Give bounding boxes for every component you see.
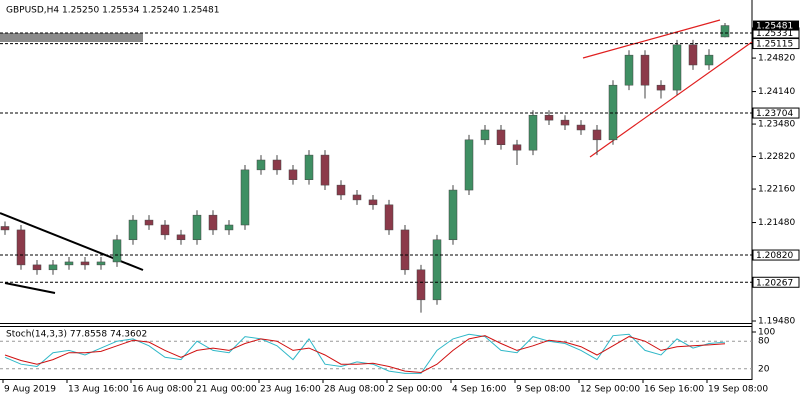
candle-body [448, 189, 458, 241]
trend-line [582, 19, 721, 59]
candle-body [32, 264, 42, 271]
candle-body [592, 129, 602, 141]
candle-body [160, 224, 170, 236]
candle-body [48, 264, 58, 271]
x-tick-label: 13 Aug 16:00 [68, 385, 129, 395]
current-price-box [753, 20, 799, 31]
candle-body [400, 229, 410, 271]
candle-body [96, 261, 106, 266]
current-price-label: 1.25481 [756, 22, 793, 32]
candle-body [16, 229, 26, 266]
candle-body [512, 144, 522, 151]
candle-body [656, 84, 666, 91]
price-line-label: 1.25331 [756, 29, 793, 39]
trend-line [4, 282, 56, 294]
object-box [0, 33, 143, 42]
y-tick-label: 1.22820 [758, 152, 795, 162]
price-line-label: 1.20820 [756, 251, 793, 261]
candle-body [576, 124, 586, 131]
x-tick-label: 9 Sep 08:00 [516, 385, 571, 395]
indicator-title: Stoch(14,3,3) 77.8558 74.3602 [6, 330, 147, 340]
y-tick-label: 1.24140 [758, 87, 795, 97]
price-label-box [752, 38, 800, 50]
candle-body [320, 154, 330, 186]
price-label-box [752, 276, 800, 288]
candle-body [496, 129, 506, 146]
indicator-tick-label: 20 [758, 364, 770, 374]
candle-body [176, 234, 186, 241]
candle-body [560, 119, 570, 126]
x-tick-label: 2 Sep 00:00 [388, 385, 443, 395]
x-tick-label: 28 Aug 08:00 [324, 385, 385, 395]
candle-body [704, 54, 714, 66]
candle-body [240, 169, 250, 226]
candle-body [192, 214, 202, 241]
candle-body [432, 239, 442, 301]
y-tick-label: 1.21480 [758, 218, 795, 228]
x-tick-label: 12 Sep 00:00 [580, 385, 640, 395]
candle-body [416, 269, 426, 301]
price-label-box [752, 249, 800, 261]
candle-body [64, 261, 74, 266]
candle-body [544, 114, 554, 121]
price-line-label: 1.25115 [756, 40, 793, 50]
candle-body [80, 261, 90, 266]
x-tick-label: 23 Aug 16:00 [260, 385, 321, 395]
candle-body [720, 25, 730, 38]
candle-body [480, 129, 490, 141]
candle-body [336, 184, 346, 196]
candle-body [384, 204, 394, 231]
stoch-line [4, 333, 726, 374]
candle-body [304, 154, 314, 180]
candle-body [224, 224, 234, 231]
y-tick-label: 1.24820 [758, 54, 795, 64]
candle-body [0, 226, 10, 231]
candle-body [112, 239, 122, 263]
indicator-tick-label: 100 [758, 328, 775, 338]
y-tick-label: 1.22160 [758, 185, 795, 195]
candle-body [368, 199, 378, 206]
x-tick-label: 16 Aug 08:00 [132, 385, 193, 395]
price-label-box [752, 107, 800, 119]
candle-body [608, 84, 618, 141]
candle-body [256, 159, 266, 171]
stoch-line [4, 335, 726, 373]
x-tick-label: 21 Aug 00:00 [196, 385, 257, 395]
candle-body [272, 159, 282, 171]
x-tick-label: 19 Sep 08:00 [708, 385, 768, 395]
candle-body [624, 54, 634, 86]
candle-body [352, 194, 362, 201]
candle-body [640, 54, 650, 86]
chart-title: GBPUSD,H4 1.25250 1.25534 1.25240 1.2548… [6, 6, 219, 16]
candle-body [208, 214, 218, 231]
price-line-label: 1.20267 [756, 278, 793, 288]
y-tick-label: 1.19480 [758, 317, 795, 327]
candle-body [144, 219, 154, 226]
y-tick-label: 1.23480 [758, 120, 795, 130]
candle-body [128, 219, 138, 241]
candle-body [672, 44, 682, 91]
indicator-tick-label: 80 [758, 337, 770, 347]
candle-body [528, 114, 538, 151]
x-tick-label: 9 Aug 2019 [4, 385, 56, 395]
candle-body [464, 139, 474, 191]
x-tick-label: 4 Sep 16:00 [452, 385, 507, 395]
x-tick-label: 16 Sep 16:00 [644, 385, 704, 395]
candle-body [688, 44, 698, 66]
candle-body [288, 169, 298, 180]
price-line-label: 1.23704 [756, 109, 793, 119]
